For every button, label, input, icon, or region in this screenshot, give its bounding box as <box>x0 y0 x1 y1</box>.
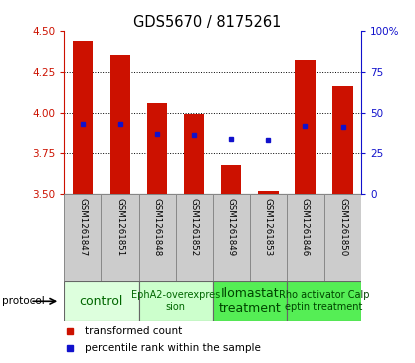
Text: Ilomastat
treatment: Ilomastat treatment <box>218 287 281 315</box>
Text: GSM1261846: GSM1261846 <box>301 198 310 256</box>
Bar <box>221 165 242 194</box>
Bar <box>250 194 287 281</box>
Bar <box>176 194 213 281</box>
Bar <box>213 194 250 281</box>
Text: GSM1261851: GSM1261851 <box>115 198 124 256</box>
Text: Rho activator Calp
eptin treatment: Rho activator Calp eptin treatment <box>279 290 369 312</box>
Bar <box>184 114 204 194</box>
Bar <box>139 281 213 321</box>
Bar <box>332 86 353 194</box>
Bar <box>101 194 139 281</box>
Bar <box>64 281 139 321</box>
Bar <box>287 281 361 321</box>
Text: control: control <box>80 295 123 308</box>
Bar <box>258 191 278 194</box>
Text: GDS5670 / 8175261: GDS5670 / 8175261 <box>133 15 282 29</box>
Text: EphA2-overexpres
sion: EphA2-overexpres sion <box>131 290 220 312</box>
Text: GSM1261847: GSM1261847 <box>78 198 88 256</box>
Text: transformed count: transformed count <box>85 326 182 336</box>
Text: percentile rank within the sample: percentile rank within the sample <box>85 343 261 354</box>
Bar <box>295 60 316 194</box>
Bar <box>213 281 287 321</box>
Bar <box>287 194 324 281</box>
Bar <box>64 194 101 281</box>
Text: GSM1261852: GSM1261852 <box>190 198 199 256</box>
Text: GSM1261853: GSM1261853 <box>264 198 273 256</box>
Bar <box>139 194 176 281</box>
Bar <box>324 194 361 281</box>
Bar <box>73 41 93 194</box>
Bar <box>147 103 167 194</box>
Text: GSM1261850: GSM1261850 <box>338 198 347 256</box>
Text: GSM1261849: GSM1261849 <box>227 198 236 256</box>
Text: GSM1261848: GSM1261848 <box>153 198 161 256</box>
Bar <box>110 55 130 194</box>
Text: protocol: protocol <box>2 296 45 306</box>
